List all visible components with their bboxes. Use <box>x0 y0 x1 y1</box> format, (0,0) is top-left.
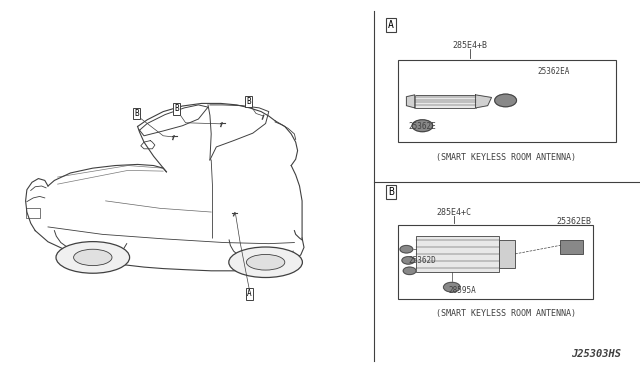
Polygon shape <box>476 95 492 108</box>
Circle shape <box>412 120 433 132</box>
Bar <box>398 225 593 299</box>
Text: 285E4+B: 285E4+B <box>453 41 488 50</box>
Text: B: B <box>246 97 251 106</box>
Text: B: B <box>174 105 179 113</box>
Circle shape <box>495 94 516 107</box>
Text: B: B <box>388 187 394 196</box>
Bar <box>560 240 583 254</box>
Ellipse shape <box>228 247 302 278</box>
Bar <box>415 95 476 108</box>
Bar <box>26 208 40 218</box>
Text: 25362D: 25362D <box>408 256 436 265</box>
Text: (SMART KEYLESS ROOM ANTENNA): (SMART KEYLESS ROOM ANTENNA) <box>436 309 575 318</box>
Text: 285E4+C: 285E4+C <box>437 208 472 217</box>
Text: 25362EA: 25362EA <box>538 67 570 76</box>
Circle shape <box>444 282 460 292</box>
Text: (SMART KEYLESS ROOM ANTENNA): (SMART KEYLESS ROOM ANTENNA) <box>436 153 575 162</box>
Circle shape <box>402 257 415 264</box>
Text: J25303HS: J25303HS <box>571 349 621 359</box>
Polygon shape <box>406 95 415 108</box>
Bar <box>499 240 515 268</box>
Text: A: A <box>388 20 394 30</box>
Ellipse shape <box>246 254 285 270</box>
Ellipse shape <box>56 242 129 273</box>
Text: 25362E: 25362E <box>408 122 436 131</box>
Circle shape <box>400 246 413 253</box>
Bar <box>416 236 499 272</box>
Text: A: A <box>247 289 252 298</box>
Circle shape <box>403 267 416 275</box>
Text: 28595A: 28595A <box>448 286 476 295</box>
Text: 25362EB: 25362EB <box>557 217 592 226</box>
Text: B: B <box>134 109 139 118</box>
Ellipse shape <box>74 249 112 266</box>
Bar <box>398 60 616 142</box>
